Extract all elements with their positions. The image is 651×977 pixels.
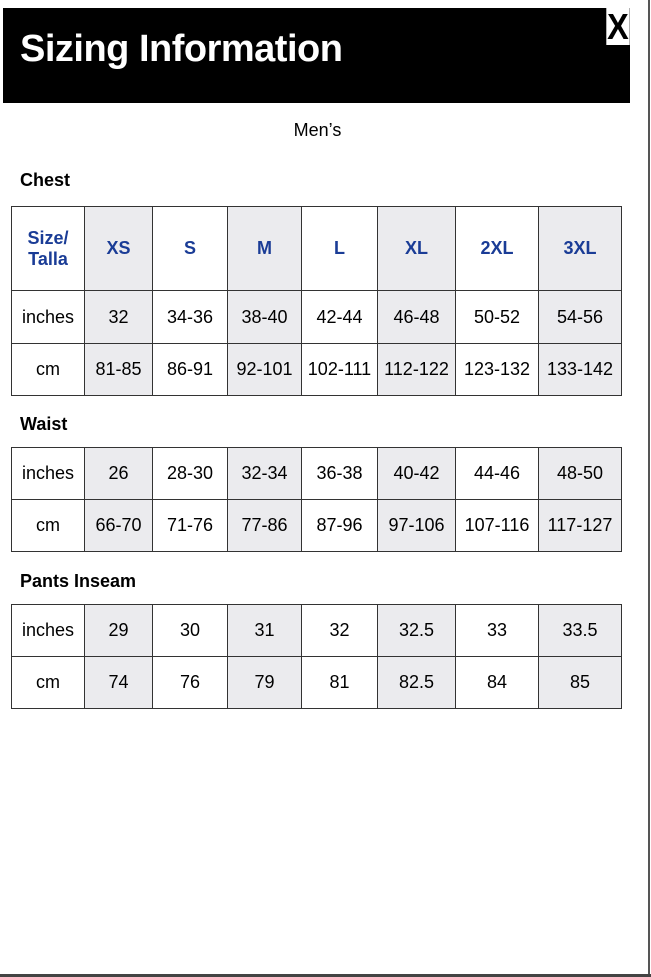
table-cell: 33 <box>455 604 539 657</box>
table-cell: L <box>301 206 378 291</box>
table-cell: 46-48 <box>377 290 456 344</box>
table-cell: 86-91 <box>152 343 228 396</box>
table-cell: M <box>227 206 302 291</box>
table-cell: 87-96 <box>301 499 378 552</box>
page-title: Sizing Information <box>20 28 343 70</box>
table-cell: 123-132 <box>455 343 539 396</box>
page-border-right <box>648 0 650 977</box>
row-label: inches <box>11 604 85 657</box>
table-row: inches 29 30 31 32 32.5 33 33.5 <box>11 604 622 657</box>
row-label: inches <box>11 290 85 344</box>
table-cell: 85 <box>538 656 622 709</box>
table-cell: 26 <box>84 447 153 500</box>
table-cell: 44-46 <box>455 447 539 500</box>
table-cell: 92-101 <box>227 343 302 396</box>
size-table-chest: Size/Talla XS S M L XL 2XL 3XL inches 32 34-36 38-4… <box>11 206 622 396</box>
page-border-bottom <box>0 974 651 977</box>
section-label: Pants Inseam <box>20 571 137 591</box>
section-label: Waist <box>20 414 68 434</box>
row-label: inches <box>11 447 85 500</box>
close-button[interactable]: X <box>606 6 630 47</box>
table-cell: S <box>152 206 228 291</box>
table-cell: 117-127 <box>538 499 622 552</box>
table-cell: 32 <box>84 290 153 344</box>
table-row: cm 81-85 86-91 92-101 102-111 112-122 123-132 1… <box>11 343 622 396</box>
table-cell: 28-30 <box>152 447 228 500</box>
table-cell: XS <box>84 206 153 291</box>
table-cell: 82.5 <box>377 656 456 709</box>
table-cell: XL <box>377 206 456 291</box>
table-row: cm 66-70 71-76 77-86 87-96 97-106 107-116 117-1… <box>11 499 622 552</box>
row-label: cm <box>11 656 85 709</box>
table-cell: 84 <box>455 656 539 709</box>
header-bar <box>3 8 630 103</box>
table-cell: 32.5 <box>377 604 456 657</box>
size-header-row: Size/Talla XS S M L XL 2XL 3XL <box>11 206 622 291</box>
subtitle: Men’s <box>293 120 342 140</box>
table-cell: 71-76 <box>152 499 228 552</box>
table-cell: 40-42 <box>377 447 456 500</box>
table-cell: 33.5 <box>538 604 622 657</box>
row-label: cm <box>11 343 85 396</box>
table-cell: 133-142 <box>538 343 622 396</box>
table-cell: 32-34 <box>227 447 302 500</box>
size-table-waist: inches 26 28-30 32-34 36-38 40-42 44-46 48-50 cm… <box>11 447 622 552</box>
table-cell: 42-44 <box>301 290 378 344</box>
table-cell: 107-116 <box>455 499 539 552</box>
table-cell: 54-56 <box>538 290 622 344</box>
table-cell: 48-50 <box>538 447 622 500</box>
section-label: Chest <box>20 170 71 190</box>
table-cell: 32 <box>301 604 378 657</box>
table-cell: 38-40 <box>227 290 302 344</box>
table-cell: 30 <box>152 604 228 657</box>
table-cell: 79 <box>227 656 302 709</box>
table-cell: 74 <box>84 656 153 709</box>
table-cell: 76 <box>152 656 228 709</box>
table-cell: 31 <box>227 604 302 657</box>
table-cell: 3XL <box>538 206 622 291</box>
row-label: cm <box>11 499 85 552</box>
table-row: cm 74 76 79 81 82.5 84 85 <box>11 656 622 709</box>
table-cell: 112-122 <box>377 343 456 396</box>
table-cell: 102-111 <box>301 343 378 396</box>
size-table-pants-inseam: inches 29 30 31 32 32.5 33 33.5 cm 74 76 79 81 82.5 84… <box>11 604 622 709</box>
table-cell: 81 <box>301 656 378 709</box>
table-cell: 2XL <box>455 206 539 291</box>
table-row: inches 26 28-30 32-34 36-38 40-42 44-46 48-50 <box>11 447 622 500</box>
table-cell: 81-85 <box>84 343 153 396</box>
table-cell: 34-36 <box>152 290 228 344</box>
row-label: Size/Talla <box>11 206 85 291</box>
table-row: inches 32 34-36 38-40 42-44 46-48 50-52 54-56 <box>11 290 622 344</box>
table-cell: 66-70 <box>84 499 153 552</box>
table-cell: 36-38 <box>301 447 378 500</box>
table-cell: 97-106 <box>377 499 456 552</box>
table-cell: 50-52 <box>455 290 539 344</box>
table-cell: 77-86 <box>227 499 302 552</box>
table-cell: 29 <box>84 604 153 657</box>
